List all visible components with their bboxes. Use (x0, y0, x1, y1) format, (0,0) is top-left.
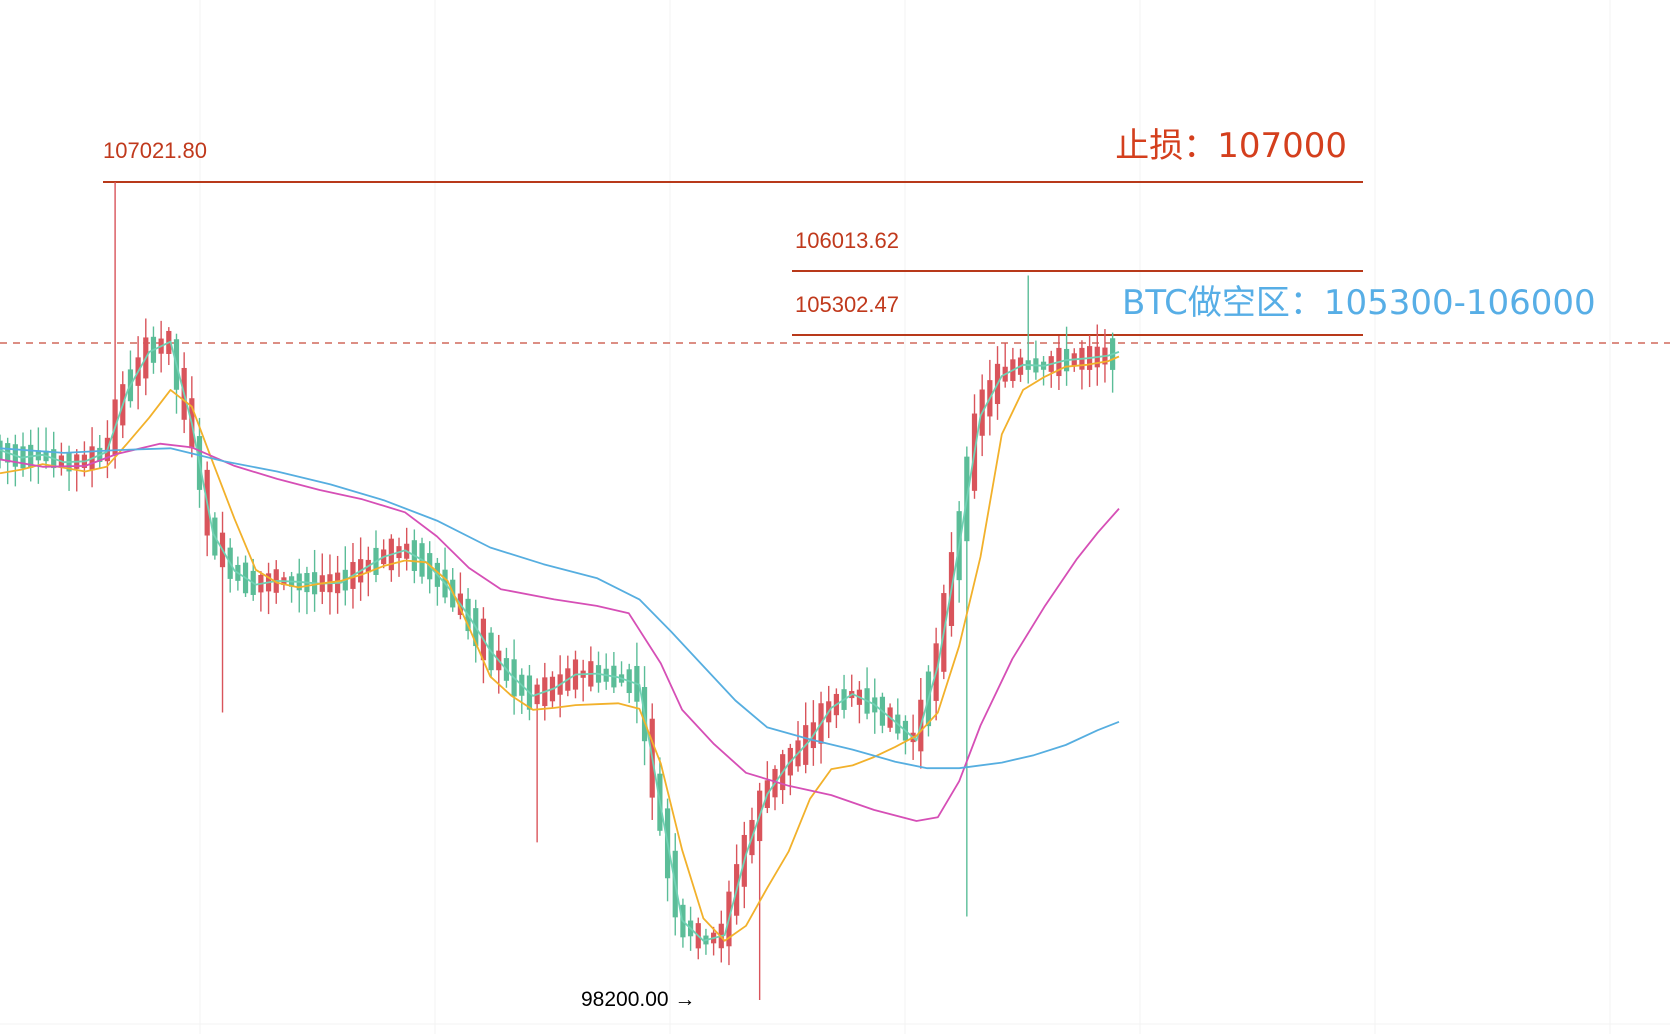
candle-8 (58, 442, 64, 476)
candle-34 (258, 571, 264, 612)
candle-63 (480, 607, 487, 684)
candle-132 (1010, 347, 1016, 388)
candle-17 (127, 350, 134, 408)
ma-line-ma_fast (0, 340, 1120, 942)
candle-135 (1033, 340, 1039, 380)
candle-53 (404, 527, 410, 571)
candle-112 (856, 681, 863, 724)
candles (0, 182, 1116, 1000)
ma-line-ma_slow (0, 442, 1120, 822)
candle-42 (319, 553, 325, 605)
candle-6 (43, 427, 49, 469)
candle-74 (565, 655, 571, 697)
candle-45 (342, 546, 348, 606)
candle-118 (902, 715, 909, 755)
level-label-105302: 105302.47 (795, 292, 899, 317)
candle-78 (595, 651, 602, 693)
candle-29 (219, 511, 226, 713)
candle-82 (626, 663, 632, 703)
price-level-lines (103, 181, 1363, 336)
candle-57 (434, 557, 440, 606)
candle-41 (312, 549, 318, 612)
candle-100 (764, 761, 770, 814)
candle-113 (864, 667, 870, 720)
candle-81 (618, 661, 625, 687)
candle-117 (895, 698, 901, 740)
candle-50 (381, 539, 387, 569)
candle-49 (373, 530, 379, 583)
candle-131 (1002, 342, 1008, 388)
candle-143 (1094, 324, 1100, 386)
candle-136 (1040, 356, 1047, 386)
candle-2 (12, 434, 18, 487)
level-label-106013: 106013.62 (795, 228, 899, 253)
candle-80 (611, 652, 617, 694)
candle-126 (964, 446, 970, 917)
candle-111 (849, 674, 855, 707)
candle-43 (327, 554, 333, 615)
candle-76 (580, 659, 586, 702)
stop-loss-annotation: 止损：107000 (1115, 126, 1347, 166)
candle-7 (51, 431, 57, 478)
candle-145 (1110, 332, 1116, 393)
candle-142 (1087, 335, 1093, 388)
candle-40 (304, 566, 310, 615)
candle-70 (534, 678, 540, 843)
candle-134 (1025, 275, 1031, 384)
ma-line-ma_long (0, 447, 1120, 770)
candle-109 (833, 688, 839, 729)
candle-102 (780, 749, 786, 804)
ma-line-ma_mid (0, 355, 1120, 942)
low-price-marker: 98200.00 → (581, 988, 695, 1011)
candle-92 (703, 928, 709, 955)
candle-79 (603, 653, 609, 690)
candle-103 (787, 743, 793, 796)
candle-22 (166, 327, 172, 366)
candle-110 (841, 674, 847, 719)
candle-38 (288, 571, 295, 603)
candle-35 (265, 562, 272, 615)
candle-52 (396, 537, 402, 577)
short-zone-annotation: BTC做空区：105300-106000 (1122, 283, 1596, 323)
candle-51 (388, 534, 394, 582)
candle-104 (795, 721, 801, 772)
candle-77 (588, 646, 594, 692)
candle-101 (772, 765, 778, 811)
candle-137 (1048, 350, 1054, 388)
candle-58 (442, 547, 448, 604)
candle-68 (519, 668, 525, 714)
candle-44 (335, 555, 341, 614)
candle-39 (296, 558, 302, 613)
moving-average-lines (0, 340, 1120, 942)
level-label-107021: 107021.80 (103, 138, 207, 163)
